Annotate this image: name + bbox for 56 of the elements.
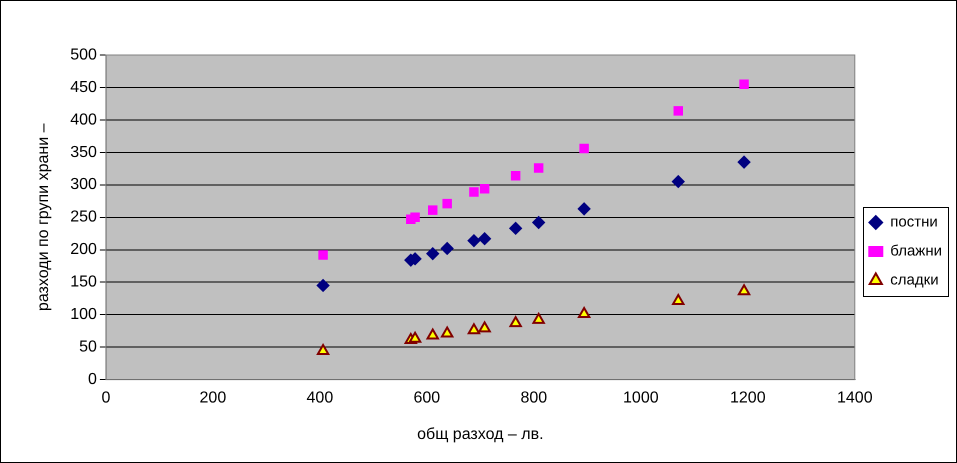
legend-label: сладки [890, 272, 939, 289]
point [408, 332, 422, 343]
point [428, 205, 438, 215]
y-tick-label: 500 [70, 46, 97, 64]
point [478, 321, 491, 332]
y-tick-label: 200 [70, 241, 97, 258]
point [534, 163, 544, 173]
point [468, 323, 480, 334]
point [674, 106, 684, 116]
y-tick-label: 300 [70, 176, 97, 194]
point [509, 222, 522, 235]
x-tick-label: 400 [306, 390, 334, 407]
y-tick-label: 50 [79, 338, 97, 356]
point [739, 79, 749, 89]
x-tick-label: 1400 [836, 390, 873, 407]
x-tick-label: 200 [200, 390, 226, 407]
x-tick-label: 0 [101, 390, 110, 407]
x-tick-label: 600 [414, 390, 440, 407]
point [509, 316, 522, 328]
point [426, 247, 440, 260]
x-axis-title: общ разход – лв. [417, 426, 544, 443]
y-tick-label: 0 [88, 371, 97, 388]
point [672, 175, 685, 188]
y-tick-label: 150 [70, 274, 97, 291]
x-tick-label: 800 [520, 390, 548, 407]
y-tick-label: 450 [70, 78, 97, 96]
point [440, 326, 454, 338]
point [318, 250, 328, 260]
y-axis-title: разходи по групи храни – [35, 123, 52, 312]
x-tick-label: 1000 [623, 390, 659, 407]
point [478, 232, 492, 246]
point [480, 184, 490, 194]
point [672, 294, 684, 306]
point [469, 187, 479, 197]
point [440, 242, 454, 255]
y-tick-label: 350 [70, 144, 97, 161]
point [578, 307, 590, 318]
point [578, 202, 591, 216]
y-tick-label: 100 [70, 306, 97, 324]
legend-label: блажни [890, 242, 942, 260]
point [316, 278, 330, 292]
y-tick-label: 400 [70, 111, 97, 128]
point [316, 344, 330, 356]
point [579, 144, 589, 154]
y-tick-label: 250 [70, 208, 97, 226]
point [532, 312, 545, 324]
legend-label: постни [890, 214, 938, 231]
point [442, 198, 452, 208]
point [410, 212, 420, 222]
point [467, 234, 480, 248]
point [426, 328, 439, 340]
x-tick-label: 1200 [730, 390, 766, 407]
point [738, 284, 750, 296]
point [532, 216, 546, 229]
point [510, 171, 520, 180]
point [738, 156, 751, 169]
